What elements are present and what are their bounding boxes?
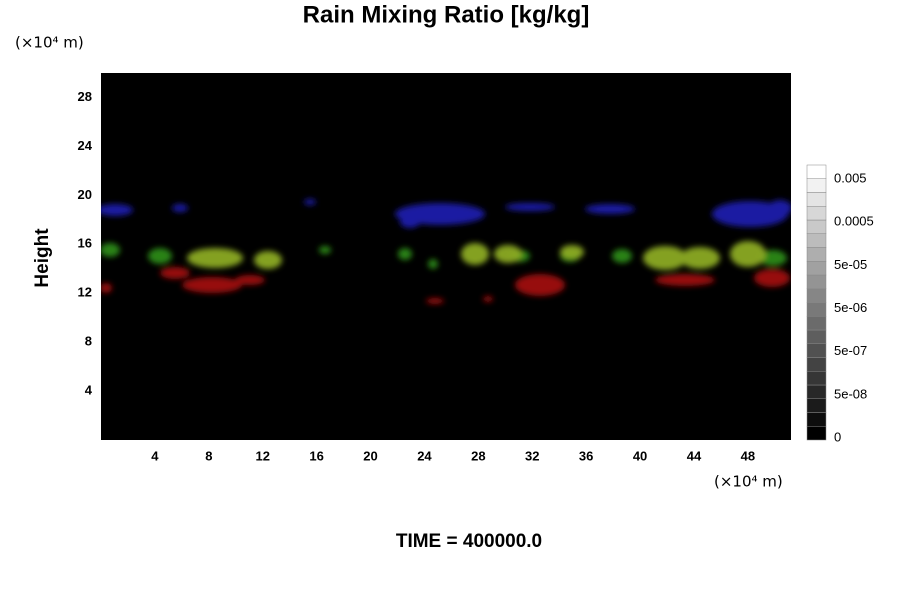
- colorbar-band: [806, 178, 827, 193]
- x-tick-label: 20: [363, 448, 377, 463]
- x-tick-label: 16: [309, 448, 323, 463]
- colorbar-band: [806, 247, 827, 262]
- colorbar-band: [806, 384, 827, 399]
- x-unit-label: (×10⁴ m): [714, 473, 783, 491]
- x-tick-label: 28: [471, 448, 485, 463]
- colorbar-band: [806, 329, 827, 344]
- colorbar-band: [806, 426, 827, 441]
- x-tick-label: 44: [687, 448, 702, 463]
- colorbar: 0 5e-08 5e-07 5e-06 5e-05 0.0005 0.005: [806, 164, 874, 444]
- colorbar-band: [806, 164, 827, 179]
- colorbar-tick-label: 5e-07: [834, 343, 867, 358]
- x-tick-label: 40: [633, 448, 647, 463]
- colorbar-band: [806, 316, 827, 331]
- colorbar-tick-label: 0.0005: [834, 214, 874, 229]
- colorbar-band: [806, 357, 827, 372]
- y-axis-label: Height: [32, 228, 53, 288]
- y-tick-label: 4: [85, 383, 93, 398]
- colorbar-band: [806, 398, 827, 413]
- colorbar-band: [806, 371, 827, 386]
- volume-rendering: [101, 199, 791, 304]
- y-unit-label: (×10⁴ m): [15, 34, 84, 52]
- colorbar-tick-label: 5e-08: [834, 386, 867, 401]
- y-tick-label: 8: [85, 334, 92, 349]
- y-tick-label: 16: [78, 236, 92, 251]
- y-tick-label: 24: [78, 138, 93, 153]
- colorbar-band: [806, 233, 827, 248]
- y-tick-label: 20: [78, 187, 92, 202]
- x-tick-label: 12: [255, 448, 269, 463]
- colorbar-tick-label: 5e-05: [834, 257, 867, 272]
- y-tick-label: 12: [78, 285, 92, 300]
- x-tick-label: 32: [525, 448, 539, 463]
- x-tick-label: 24: [417, 448, 432, 463]
- time-label: TIME = 400000.0: [396, 531, 542, 552]
- colorbar-band: [806, 274, 827, 289]
- x-tick-label: 36: [579, 448, 593, 463]
- colorbar-tick-label: 0: [834, 429, 841, 444]
- chart-title: Rain Mixing Ratio [kg/kg]: [303, 1, 590, 28]
- colorbar-band: [806, 261, 827, 276]
- x-tick-label: 8: [205, 448, 212, 463]
- colorbar-tick-label: 0.005: [834, 170, 867, 185]
- colorbar-band: [806, 343, 827, 358]
- colorbar-band: [806, 206, 827, 221]
- x-tick-label: 4: [151, 448, 159, 463]
- colorbar-band: [806, 219, 827, 234]
- colorbar-tick-label: 5e-06: [834, 300, 867, 315]
- colorbar-band: [806, 192, 827, 207]
- colorbar-band: [806, 302, 827, 317]
- x-tick-label: 48: [741, 448, 755, 463]
- y-tick-label: 28: [78, 89, 92, 104]
- colorbar-band: [806, 288, 827, 303]
- colorbar-band: [806, 412, 827, 427]
